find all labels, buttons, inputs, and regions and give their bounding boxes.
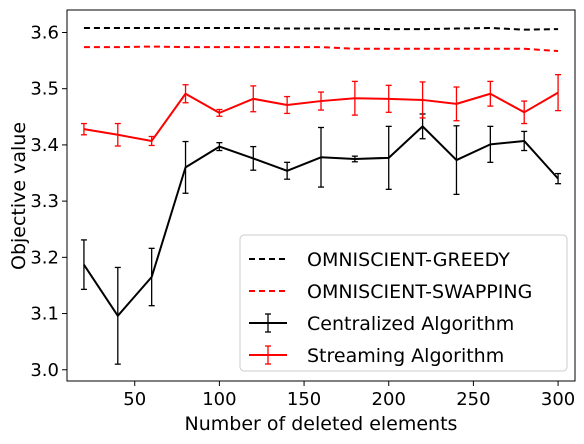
y-axis-label: Objective value [8,122,30,270]
x-tick-label: 250 [456,389,490,410]
series-2 [80,113,562,365]
y-tick-label: 3.2 [30,247,59,268]
x-tick-label: 200 [372,389,406,410]
legend-label: Streaming Algorithm [307,345,504,367]
series-line [83,45,559,53]
x-tick-label: 150 [287,389,321,410]
plot-frame [66,9,576,382]
legend: OMNISCIENT-GREEDY OMNISCIENT-SWAPPING Cent… [239,234,568,372]
legend-box [239,234,568,372]
y-tick-label: 3.5 [30,79,59,100]
legend-label: Centralized Algorithm [307,313,514,335]
series-line [83,26,559,31]
y-tick-label: 3.4 [30,135,59,156]
y-tick-label: 3.1 [30,304,59,325]
y-tick-label: 3.0 [30,360,59,381]
legend-label: OMNISCIENT-SWAPPING [307,281,532,303]
axes-layer: 50 100 150 200 250 300 3.0 3.1 3.2 3.3 3.4 3.5 3.6 [30,9,576,410]
series-3 [80,73,562,147]
y-tick-label: 3.6 [30,22,59,43]
series-layer [80,26,562,365]
x-tick-label: 100 [202,389,236,410]
y-tick-label: 3.3 [30,191,59,212]
legend-label: OMNISCIENT-GREEDY [307,249,510,271]
x-tick-label: 50 [123,389,146,410]
series-1 [83,45,559,53]
x-axis-label: Number of deleted elements [185,413,458,435]
x-tick-label: 300 [541,389,575,410]
series-0 [83,26,559,31]
